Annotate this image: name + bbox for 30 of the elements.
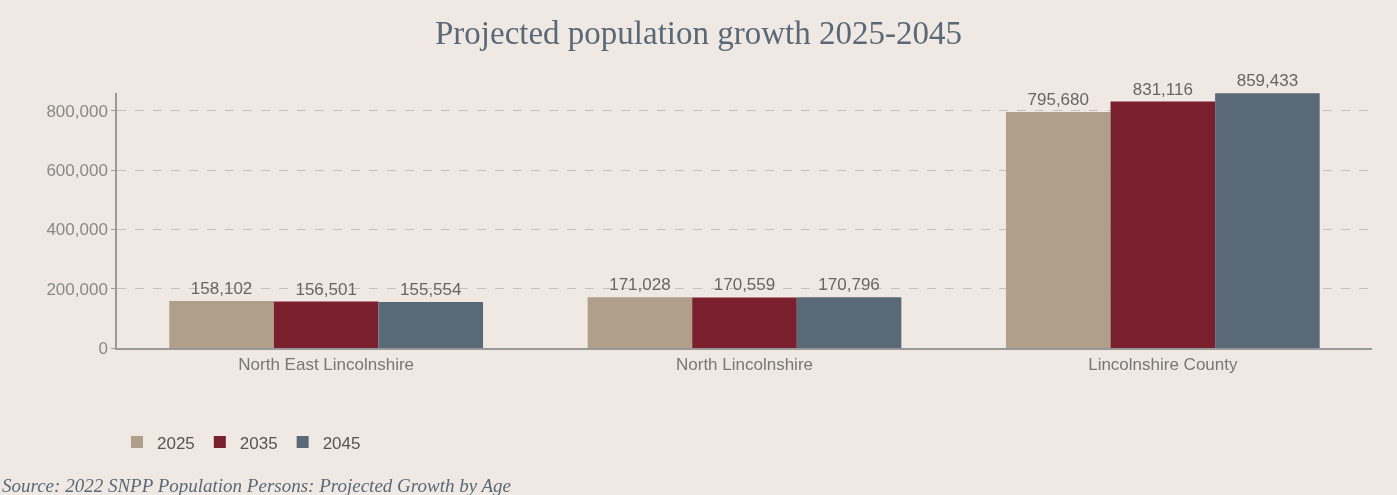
bar	[587, 297, 693, 348]
legend-label: 2025	[157, 433, 195, 453]
x-tick-label: Lincolnshire County	[1088, 355, 1238, 375]
data-label: 155,554	[400, 279, 462, 299]
data-label: 831,116	[1132, 79, 1193, 99]
y-tick-label: 0	[98, 338, 108, 358]
bar	[378, 301, 484, 348]
x-tick-label: North Lincolnshire	[675, 355, 814, 375]
legend-label: 2045	[322, 433, 361, 453]
y-tick-label: 400,000	[46, 220, 108, 240]
data-label: 170,796	[818, 275, 880, 295]
x-tick-label: North East Lincolnshire	[238, 355, 415, 375]
data-label: 171,028	[609, 275, 671, 295]
bar	[1110, 101, 1216, 348]
data-label: 156,501	[295, 279, 357, 299]
chart-title: Projected population growth 2025-2045	[434, 14, 963, 51]
bar	[169, 301, 274, 348]
legend-label: 2035	[239, 433, 278, 453]
bar	[1215, 93, 1320, 348]
bar	[692, 297, 797, 348]
data-label: 170,559	[713, 275, 776, 295]
data-label: 158,102	[190, 279, 253, 299]
y-tick-label: 200,000	[46, 279, 108, 299]
bar	[796, 297, 902, 348]
bar	[1005, 112, 1111, 348]
bar	[273, 301, 379, 348]
y-tick-label: 600,000	[46, 161, 108, 181]
data-label: 859,433	[1236, 71, 1299, 91]
y-tick-label: 800,000	[46, 101, 108, 121]
data-label: 795,680	[1027, 90, 1089, 110]
